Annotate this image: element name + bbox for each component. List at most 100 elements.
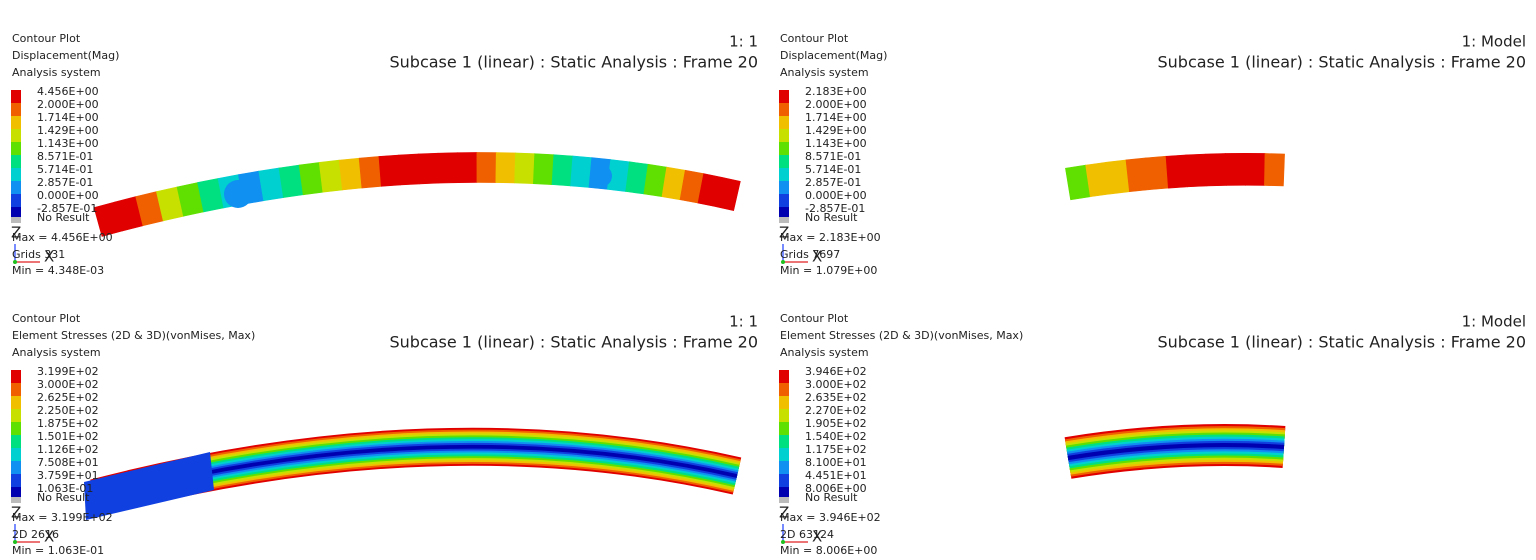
no-result-swatch (11, 217, 21, 223)
legend-label: 1.063E-01 (37, 482, 93, 495)
no-result-label: No Result (805, 211, 858, 224)
legend-label: 1.540E+02 (805, 430, 867, 443)
legend-swatch (11, 194, 21, 207)
result-type: Displacement(Mag) (780, 49, 887, 62)
legend-swatch (11, 116, 21, 129)
entity-label: 2D 2616 (12, 528, 59, 541)
legend-swatch (779, 370, 789, 383)
beam-segment (437, 152, 459, 184)
legend-label: 4.451E+01 (805, 469, 867, 482)
beam-band (1067, 442, 1285, 461)
result-type: Element Stresses (2D & 3D)(vonMises, Max… (780, 329, 1023, 342)
beam-segment (533, 153, 555, 185)
legend-swatch (11, 383, 21, 396)
coordinate-system: Analysis system (12, 346, 101, 359)
axis-z-label: Z (779, 504, 789, 522)
legend-label: 2.250E+02 (37, 404, 99, 417)
legend-label: 2.857E-01 (805, 176, 861, 189)
legend-label: 1.143E+00 (37, 137, 99, 150)
beam-segment (514, 152, 535, 184)
legend-label: 0.000E+00 (37, 189, 99, 202)
axis-x-label: X (44, 528, 54, 546)
min-label: Min = 1.063E-01 (12, 544, 104, 557)
legend-swatch (11, 435, 21, 448)
axis-origin (781, 540, 785, 544)
legend-swatch (11, 129, 21, 142)
beam-segment (1145, 155, 1169, 191)
coordinate-system: Analysis system (780, 346, 869, 359)
min-label: Min = 4.348E-03 (12, 264, 104, 277)
legend-label: 5.714E-01 (37, 163, 93, 176)
contour-panel: Contour Plot Element Stresses (2D & 3D)(v… (779, 312, 1526, 557)
legend-swatch (779, 207, 789, 220)
axis-x-label: X (812, 248, 822, 266)
legend-label: 1.905E+02 (805, 417, 867, 430)
plot-type: Contour Plot (12, 32, 81, 45)
legend-swatch (779, 181, 789, 194)
legend-swatch (11, 168, 21, 181)
legend-label: 8.006E+00 (805, 482, 867, 495)
contour-panel: Contour Plot Displacement(Mag) Analysis sy… (11, 32, 758, 277)
legend-swatch (779, 461, 789, 474)
no-result-swatch (779, 217, 789, 223)
legend-label: 5.714E-01 (805, 163, 861, 176)
beam-segment (1165, 154, 1189, 189)
view-scale: 1: Model (1462, 33, 1526, 51)
axis-z-label: Z (11, 504, 21, 522)
beam-spot (224, 180, 252, 208)
legend-label: 2.270E+02 (805, 404, 867, 417)
legend-label: 2.183E+00 (805, 85, 867, 98)
max-label: Max = 2.183E+00 (780, 231, 881, 244)
beam-segment (1225, 152, 1246, 186)
legend-swatch (11, 207, 21, 220)
legend-label: 1.429E+00 (805, 124, 867, 137)
subcase-label: Subcase 1 (linear) : Static Analysis : F… (1157, 53, 1526, 72)
beam-spot (590, 165, 612, 187)
legend-swatch (779, 90, 789, 103)
legend-swatch (11, 396, 21, 409)
legend-label: 1.714E+00 (805, 111, 867, 124)
legend-label: 8.571E-01 (37, 150, 93, 163)
legend-label: 2.000E+00 (37, 98, 99, 111)
entity-label: 2D 63124 (780, 528, 834, 541)
legend-label: 1.501E+02 (37, 430, 99, 443)
subcase-label: Subcase 1 (linear) : Static Analysis : F… (389, 53, 758, 72)
max-label: Max = 3.946E+02 (780, 511, 881, 524)
subcase-label: Subcase 1 (linear) : Static Analysis : F… (389, 333, 758, 352)
max-label: Max = 4.456E+00 (12, 231, 113, 244)
no-result-label: No Result (37, 491, 90, 504)
view-scale: 1: 1 (729, 313, 758, 331)
legend-label: 2.000E+00 (805, 98, 867, 111)
beam-segment (358, 156, 382, 189)
beam-segment (715, 176, 741, 211)
beam-segment (318, 159, 343, 193)
legend-swatch (11, 90, 21, 103)
axis-z-label: Z (779, 224, 789, 242)
beam-segment (495, 152, 516, 184)
legend-swatch (11, 181, 21, 194)
legend-label: 8.100E+01 (805, 456, 867, 469)
entity-label: Grids 331 (12, 248, 65, 261)
coordinate-system: Analysis system (780, 66, 869, 79)
beam-segment (457, 152, 478, 183)
beam-low (84, 452, 214, 520)
entity-label: Grids 7697 (780, 248, 840, 261)
axis-origin (13, 260, 17, 264)
plot-type: Contour Plot (780, 312, 849, 325)
legend-label: 1.875E+02 (37, 417, 99, 430)
axis-x-label: X (44, 248, 54, 266)
max-label: Max = 3.199E+02 (12, 511, 113, 524)
beam-segment (476, 152, 497, 183)
beam-segment (298, 162, 324, 196)
legend-swatch (779, 487, 789, 500)
beam-segment (1245, 152, 1266, 186)
min-label: Min = 1.079E+00 (780, 264, 877, 277)
legend-swatch (779, 168, 789, 181)
legend-label: 3.000E+02 (37, 378, 99, 391)
subcase-label: Subcase 1 (linear) : Static Analysis : F… (1157, 333, 1526, 352)
legend-label: 0.000E+00 (805, 189, 867, 202)
result-type: Element Stresses (2D & 3D)(vonMises, Max… (12, 329, 255, 342)
view-scale: 1: Model (1462, 313, 1526, 331)
result-type: Displacement(Mag) (12, 49, 119, 62)
